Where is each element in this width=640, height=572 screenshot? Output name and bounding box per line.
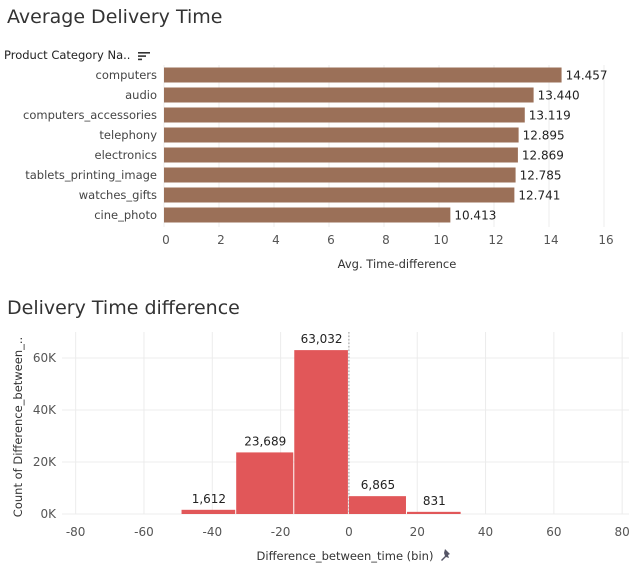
x-tick-label: 40 bbox=[478, 525, 493, 539]
x-tick-label: 4 bbox=[272, 233, 280, 247]
histogram-title: Delivery Time difference bbox=[7, 297, 240, 319]
x-tick-label: -80 bbox=[66, 525, 86, 539]
x-tick-label: 2 bbox=[217, 233, 225, 247]
bar-chart-title: Average Delivery Time bbox=[7, 6, 223, 28]
x-axis-title: Difference_between_time (bin) bbox=[257, 549, 434, 563]
data-label: 12.895 bbox=[523, 129, 565, 143]
y-tick-label: 40K bbox=[33, 403, 57, 417]
bar bbox=[164, 167, 516, 183]
bar bbox=[164, 107, 525, 123]
data-label: 831 bbox=[423, 494, 446, 508]
histogram-bar bbox=[294, 350, 348, 514]
category-label: audio bbox=[125, 88, 157, 102]
x-tick-label: -20 bbox=[271, 525, 291, 539]
category-label: telephony bbox=[99, 128, 157, 142]
bar bbox=[164, 147, 518, 163]
category-label: electronics bbox=[95, 148, 158, 162]
data-label: 1,612 bbox=[192, 492, 226, 506]
x-tick-label: -40 bbox=[202, 525, 222, 539]
x-tick-label: 6 bbox=[327, 233, 335, 247]
data-label: 13.440 bbox=[538, 89, 580, 103]
data-label: 13.119 bbox=[529, 109, 571, 123]
data-label: 63,032 bbox=[301, 332, 343, 346]
histogram-bar bbox=[348, 496, 406, 514]
x-tick-label: 8 bbox=[382, 233, 390, 247]
category-label: cine_photo bbox=[94, 208, 157, 222]
x-tick-label: -60 bbox=[134, 525, 154, 539]
histogram-bar bbox=[181, 509, 236, 514]
x-tick-label: 12 bbox=[488, 233, 503, 247]
category-column-header[interactable]: Product Category Na.. bbox=[4, 48, 151, 62]
category-header-label: Product Category Na.. bbox=[4, 48, 131, 62]
y-axis-title: Count of Difference_between_.. bbox=[11, 337, 25, 517]
histogram-bar bbox=[406, 511, 461, 514]
bar bbox=[164, 127, 519, 143]
data-label: 6,865 bbox=[361, 478, 395, 492]
pin-icon-shape bbox=[441, 549, 450, 561]
category-label: computers bbox=[96, 68, 157, 82]
data-label: 14.457 bbox=[566, 69, 608, 83]
data-label: 12.741 bbox=[518, 189, 560, 203]
x-tick-label: 0 bbox=[162, 233, 170, 247]
avg-delivery-bar-chart: 0 2 4 6 8 10 12 14 16 computers 14.457 audio 13.440 c… bbox=[23, 65, 614, 271]
x-tick-label: 60 bbox=[546, 525, 561, 539]
x-axis-title: Avg. Time-difference bbox=[338, 257, 457, 271]
histogram-bar bbox=[236, 452, 294, 514]
category-label: tablets_printing_image bbox=[25, 168, 157, 182]
x-tick-label: 16 bbox=[598, 233, 613, 247]
sort-descending-icon[interactable] bbox=[138, 51, 151, 61]
data-label: 23,689 bbox=[244, 434, 286, 448]
category-label: watches_gifts bbox=[79, 188, 157, 202]
data-label: 12.869 bbox=[522, 149, 564, 163]
y-tick-label: 60K bbox=[33, 351, 57, 365]
data-label: 12.785 bbox=[520, 169, 562, 183]
x-tick-label: 80 bbox=[615, 525, 630, 539]
y-tick-label: 0K bbox=[40, 507, 57, 521]
x-tick-label: 10 bbox=[433, 233, 448, 247]
category-label: computers_accessories bbox=[23, 108, 157, 122]
x-tick-label: 14 bbox=[543, 233, 558, 247]
bar bbox=[164, 187, 515, 203]
data-label: 10.413 bbox=[454, 209, 496, 223]
bar bbox=[164, 67, 562, 83]
y-tick-label: 20K bbox=[33, 455, 57, 469]
x-tick-label: 0 bbox=[345, 525, 353, 539]
pin-icon[interactable] bbox=[441, 549, 450, 561]
bar bbox=[164, 87, 534, 103]
bar bbox=[164, 207, 451, 223]
x-tick-label: 20 bbox=[410, 525, 425, 539]
